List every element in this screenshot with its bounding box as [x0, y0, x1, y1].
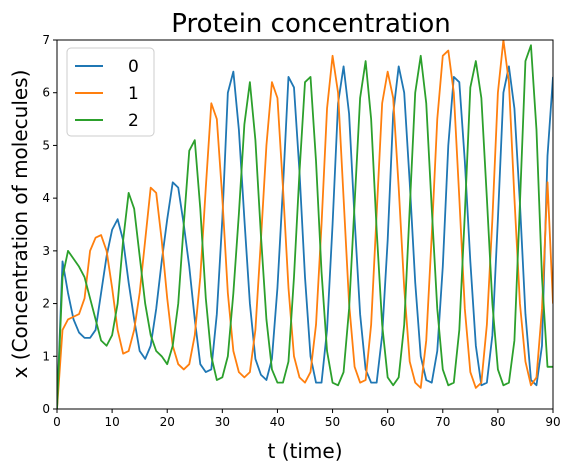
y-tick-label: 2 — [42, 297, 50, 311]
chart-title: Protein concentration — [171, 9, 450, 39]
y-axis-ticks: 0 1 2 3 4 5 6 7 — [42, 33, 57, 416]
legend-box — [66, 47, 155, 137]
series-line-0 — [57, 65, 553, 409]
x-tick-label: 0 — [53, 415, 61, 429]
y-axis-title: x (Concentration of molecules) — [8, 70, 32, 379]
y-tick-label: 1 — [42, 349, 50, 363]
x-tick-label: 20 — [160, 415, 175, 429]
x-tick-label: 40 — [270, 415, 285, 429]
x-tick-label: 60 — [380, 415, 395, 429]
x-tick-label: 30 — [215, 415, 230, 429]
x-axis-ticks: 0 10 20 30 40 50 60 70 80 90 — [53, 409, 561, 429]
x-tick-label: 90 — [545, 415, 560, 429]
y-tick-label: 6 — [42, 86, 50, 100]
y-tick-label: 4 — [42, 191, 50, 205]
plot-frame — [56, 39, 554, 410]
x-tick-label: 10 — [104, 415, 119, 429]
legend-label-2: 2 — [128, 111, 139, 131]
legend-label-0: 0 — [128, 57, 139, 77]
x-tick-label: 50 — [325, 415, 340, 429]
y-tick-label: 0 — [42, 402, 50, 416]
x-tick-label: 80 — [490, 415, 505, 429]
y-tick-label: 7 — [42, 33, 50, 47]
legend: 0 1 2 — [66, 47, 155, 137]
legend-label-1: 1 — [128, 84, 139, 104]
series-layer — [57, 40, 553, 409]
y-tick-label: 5 — [42, 138, 50, 152]
series-line-1 — [57, 40, 553, 409]
y-tick-label: 3 — [42, 244, 50, 258]
series-line-2 — [57, 44, 553, 409]
x-tick-label: 70 — [435, 415, 450, 429]
x-axis-title: t (time) — [268, 439, 343, 463]
